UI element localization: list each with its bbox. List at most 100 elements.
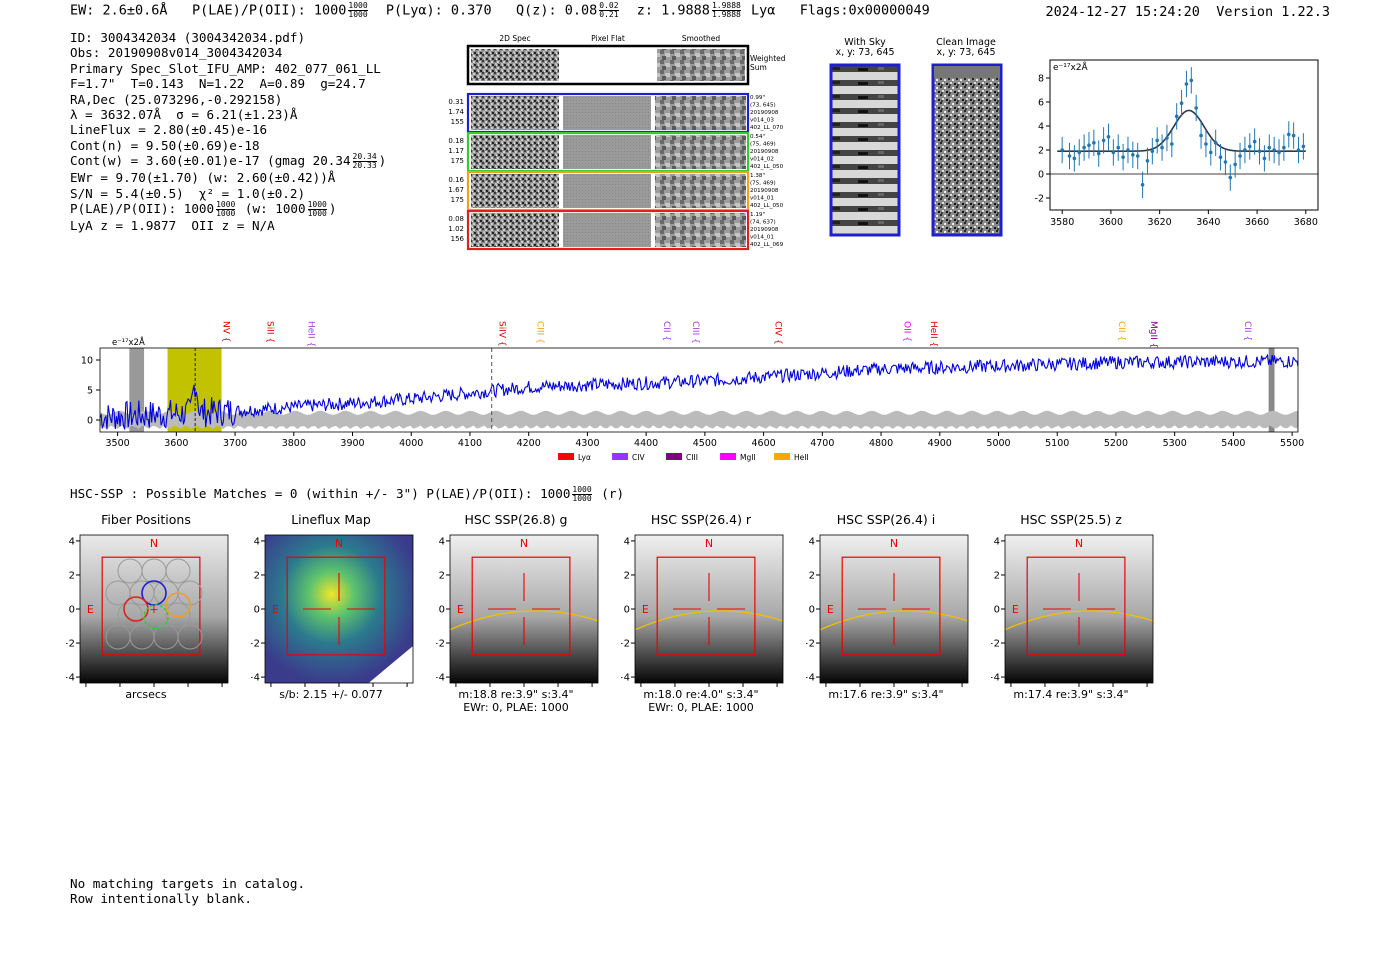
hsc-panel-caption: arcsecs [125,688,167,701]
data-point [1247,133,1252,160]
hsc-panel-caption: m:17.4 re:3.9" s:3.4" [1013,688,1129,701]
y-tick-label: −2 [436,639,445,650]
aperture-box [101,556,201,656]
hsc-panel-title: Fiber Positions [101,512,191,527]
data-point [1233,151,1237,178]
x-tick-label: 5500 [1280,438,1304,449]
y-tick-label: −2 [991,639,1000,650]
fiber-circle-blue [141,580,167,606]
data-point [1072,145,1077,172]
aperture-box [656,556,756,656]
x-tick-label: 4900 [928,438,952,449]
clean-image-topband [934,66,1000,78]
info-zline: LyA z = 1.9877 OII z = N/A [70,218,275,234]
data-point [1252,128,1257,155]
cutout-row: 0.31 1.74 155 0.99" (73, 645)20190908 v014_03… [448,92,784,134]
hsc-panel: HSC SSP(26.8) gNE−4−4−2−2002244m:18.8 re… [436,512,606,714]
y-tick-label: 4 [994,536,1000,547]
line-name: Lyα [750,2,776,19]
data-point [1150,138,1155,165]
cutout-row: 0.18 1.17 175 0.54" (75, 469)20190908 v014_02… [448,131,784,173]
lineflux-map [265,535,413,683]
clean-image-header: Clean Image x, y: 73, 645 [928,38,1004,58]
hsc-panel-title: HSC SSP(26.8) g [464,512,568,527]
y-tick-label: 4 [69,536,75,547]
data-point [1189,67,1194,94]
x-tick-label: 3800 [282,438,306,449]
z-fraction: 1.9888 1.9888 [711,1,741,19]
clean-image-title: Clean Image [936,37,996,48]
y-tick-label: 0 [87,416,93,427]
info-obs: Obs: 20190908v014_3004342034 [70,45,283,61]
hsc-panel-title: HSC SSP(26.4) r [650,512,752,527]
data-point [1140,171,1145,198]
data-point [1077,139,1082,166]
data-point [1277,139,1281,166]
detection-info: ID: 3004342034 (3004342034.pdf) Obs: 2019… [70,30,386,233]
with-sky-title: With Sky [844,37,886,48]
cutout-left-value: 0.31 [448,98,464,106]
emission-line-label: MgII { [1148,321,1158,348]
data-point [1096,140,1101,167]
info-lambda: λ = 3632.07Å σ = 6.21(±1.23)Å [70,107,298,123]
cutout-right-value: 402_LL_050 [750,164,784,170]
svg-text:HeII: HeII [794,453,809,462]
data-point [1155,127,1159,154]
full-spectrum-chart: 3500 3600 3700 3800 3900 4000 4100 4200 4300 4400… [81,321,1304,462]
east-label: E [87,603,94,616]
east-label: E [1012,603,1019,616]
data-point [1228,164,1233,191]
y-tick-label: 6 [1038,98,1044,109]
info-contn: Cont(n) = 9.50(±0.69)e-18 [70,137,260,153]
emission-line-label: CIII { [690,321,700,344]
cutout-left-value: 155 [451,118,464,126]
fit-plot-frame [1049,59,1319,211]
data-point [1282,134,1286,161]
data-point [1218,144,1223,171]
data-point [1131,141,1135,168]
cutout-left-value: 0.18 [448,137,464,145]
cutout-right-value: 20190908 [750,227,779,233]
cutout-right-value: v014_02 [750,157,774,163]
fiber-circle [177,624,203,650]
data-point [1257,138,1262,165]
hsc-panel: Fiber Positions+NE−4−4−2−2002244arcsecs [66,512,236,701]
data-point [1060,136,1064,164]
x-tick-label: 5200 [1104,438,1128,449]
x-tick-label: 4200 [517,438,541,449]
svg-text:CIII: CIII [686,453,698,462]
info-id: ID: 3004342034 (3004342034.pdf) [70,30,306,45]
cutout-right-value: v014_01 [750,235,774,241]
y-tick-label: 0 [994,605,1000,616]
y-tick-label: 0 [254,605,260,616]
x-tick-label: 5100 [1045,438,1069,449]
y-tick-label: 2 [1038,146,1044,157]
y-tick-label: 8 [1038,74,1044,85]
hsc-panel-title: HSC SSP(25.5) z [1020,512,1122,527]
y-tick-label: −4 [806,673,815,684]
data-point [1194,94,1198,122]
data-point [1067,142,1072,170]
data-point [1106,123,1111,150]
x-tick-label: 4800 [869,438,893,449]
data-point [1087,132,1091,159]
y-tick-label: 0 [624,605,630,616]
fiber-circle [165,602,191,628]
timestamp: 2024-12-27 15:24:20 [1045,4,1200,20]
emission-line-label: HeII { [928,321,938,347]
hsc-panel-title: Lineflux Map [291,512,371,527]
x-tick-label: 3600 [164,438,188,449]
y-tick-label: 10 [81,356,93,367]
y-tick-label: 4 [1038,122,1044,133]
ellipse-arc [1004,610,1154,631]
y-tick-label: −2 [621,639,630,650]
svg-text:Lyα: Lyα [578,453,591,462]
version: Version 1.22.3 [1216,4,1330,20]
with-sky-image [829,63,901,237]
header-summary: EW: 2.6±0.6Å P(LAE)/P(OII): 1000 1000 1000… [70,2,930,19]
info-plae: P(LAE)/P(OII): 1000 1000 1000 (w: 1000 1000… [70,200,337,219]
emission-line-label: CII { [1242,321,1252,341]
fiber-circle-green [143,604,169,630]
hsc-cutout-image [450,535,598,683]
